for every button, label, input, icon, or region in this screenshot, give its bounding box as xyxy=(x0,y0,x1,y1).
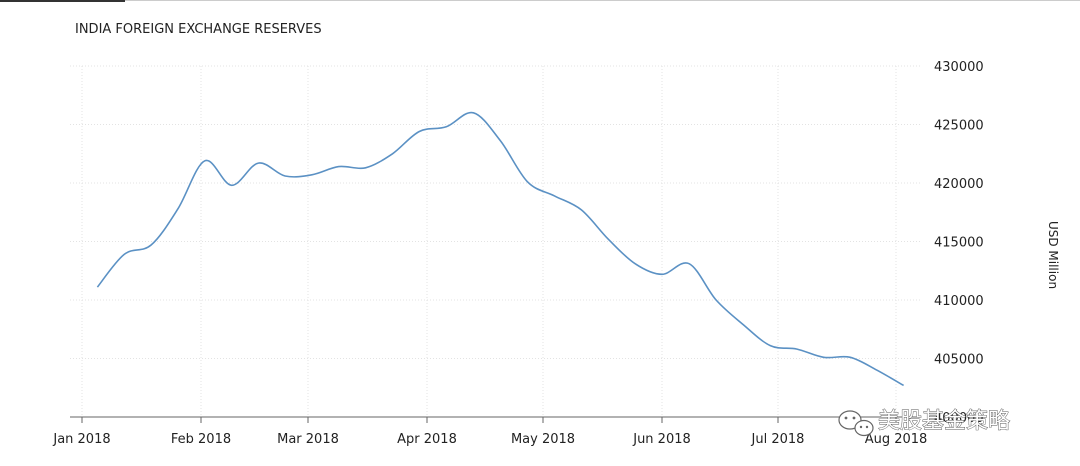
x-tick-label: Aug 2018 xyxy=(865,432,928,447)
watermark-text: 美股基金策略 xyxy=(878,409,1010,434)
y-tick-label: 400000 xyxy=(934,411,984,426)
y-tick-label: 405000 xyxy=(934,353,984,368)
chart-title: INDIA FOREIGN EXCHANGE RESERVES xyxy=(75,22,322,37)
y-tick-label: 425000 xyxy=(934,119,984,134)
y-tick-label: 415000 xyxy=(934,236,984,251)
series-layer xyxy=(96,111,904,387)
x-axis: Jan 2018 Feb 2018 Mar 2018 Apr 2018 May 2018… xyxy=(52,416,928,447)
x-tick-label: Jan 2018 xyxy=(52,432,110,447)
x-tick-label: Jun 2018 xyxy=(632,432,691,447)
y-axis: 430000 425000 420000 415000 410000 405000 4000… xyxy=(934,60,984,426)
series-line xyxy=(96,111,904,387)
y-axis-label: USD Million xyxy=(1046,221,1060,289)
x-tick-label: Apr 2018 xyxy=(397,432,457,447)
top-accent xyxy=(0,0,125,2)
watermark: 美股基金策略 xyxy=(838,409,1010,437)
y-tick-label: 410000 xyxy=(934,294,984,309)
y-tick-label: 430000 xyxy=(934,60,984,75)
x-tick-label: Mar 2018 xyxy=(277,432,339,447)
grid xyxy=(70,65,920,417)
y-tick-label: 420000 xyxy=(934,177,984,192)
x-tick-label: Jul 2018 xyxy=(751,432,805,447)
wechat-icon xyxy=(838,410,874,437)
x-tick-label: May 2018 xyxy=(511,432,575,447)
x-tick-label: Feb 2018 xyxy=(171,432,231,447)
